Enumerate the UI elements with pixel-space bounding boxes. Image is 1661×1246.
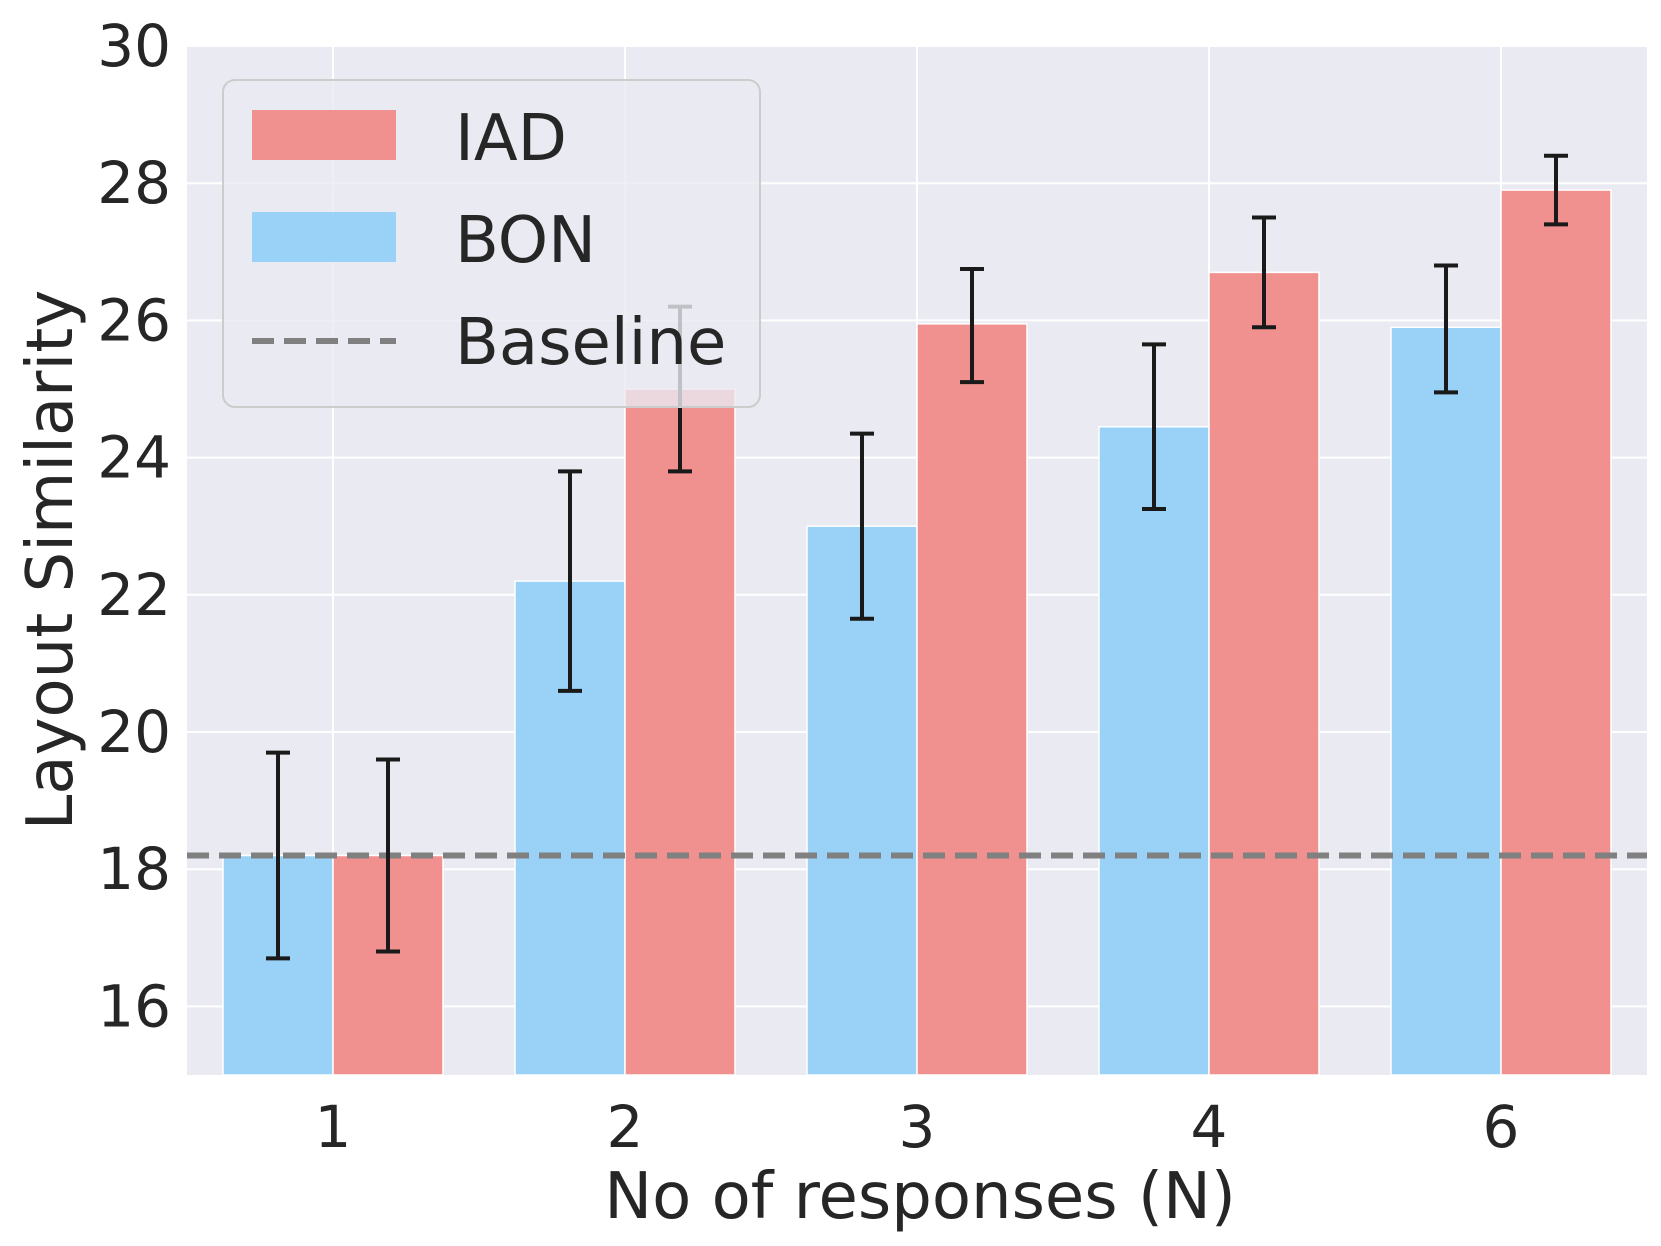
y-tick-label: 22 <box>97 561 171 629</box>
error-bar-iad <box>1252 215 1276 330</box>
x-tick-label: 4 <box>1191 1093 1228 1161</box>
error-bar-bon <box>558 469 582 693</box>
y-tick-label: 26 <box>97 286 171 354</box>
y-tick-label: 18 <box>97 835 171 903</box>
error-bar-bon <box>1142 342 1166 512</box>
bar-bon <box>806 525 918 1076</box>
legend-label-baseline: Baseline <box>455 306 726 380</box>
error-bar-iad <box>1544 153 1568 227</box>
y-tick-label: 30 <box>97 12 171 80</box>
y-axis-label: Layout Similarity <box>14 290 88 831</box>
error-bar-bon <box>266 750 290 961</box>
legend-swatch-iad <box>252 110 396 160</box>
error-bars <box>266 153 1568 961</box>
bar-iad <box>1500 189 1612 1076</box>
x-axis-label: No of responses (N) <box>604 1160 1236 1234</box>
error-bar-iad <box>376 757 400 954</box>
legend: IAD BON Baseline <box>222 79 761 408</box>
y-tick-label: 28 <box>97 149 171 217</box>
bar-iad <box>916 323 1028 1076</box>
bar-bon <box>1390 326 1502 1076</box>
bar-iad <box>624 388 736 1076</box>
legend-label-bon: BON <box>455 204 596 278</box>
x-tick-label: 3 <box>899 1093 936 1161</box>
x-tick-label: 2 <box>607 1093 644 1161</box>
error-bar-bon <box>1434 263 1458 395</box>
tick-labels: 16 18 20 22 24 26 28 30 1 2 3 4 6 <box>97 12 1519 1161</box>
y-tick-label: 24 <box>97 424 171 492</box>
x-tick-label: 1 <box>315 1093 352 1161</box>
x-tick-label: 6 <box>1483 1093 1520 1161</box>
y-tick-label: 16 <box>97 972 171 1040</box>
y-tick-label: 20 <box>97 698 171 766</box>
error-bar-bon <box>850 431 874 621</box>
legend-swatch-bon <box>252 212 396 262</box>
legend-label-iad: IAD <box>455 102 567 176</box>
bar-bon <box>1098 425 1210 1076</box>
bar-iad <box>1208 271 1320 1076</box>
error-bar-iad <box>960 266 984 385</box>
legend-box <box>222 79 761 408</box>
